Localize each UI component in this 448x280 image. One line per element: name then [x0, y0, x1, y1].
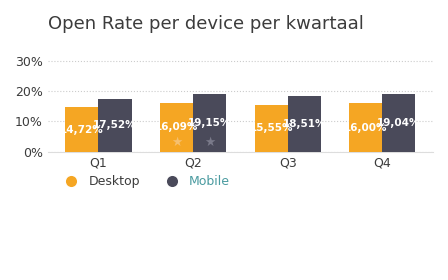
Text: ★: ★: [171, 136, 182, 149]
Text: 19,04%: 19,04%: [377, 118, 421, 128]
Bar: [349, 103, 382, 152]
Text: 14,72%: 14,72%: [60, 125, 103, 134]
Legend: Desktop, Mobile: Desktop, Mobile: [54, 170, 235, 193]
Text: Open Rate per device per kwartaal: Open Rate per device per kwartaal: [48, 15, 364, 33]
Text: 19,15%: 19,15%: [188, 118, 231, 128]
Text: ★: ★: [204, 136, 215, 149]
Text: 17,52%: 17,52%: [93, 120, 137, 130]
Text: 16,09%: 16,09%: [155, 122, 198, 132]
Bar: [193, 94, 226, 152]
Text: 18,51%: 18,51%: [283, 119, 326, 129]
Bar: [65, 107, 99, 152]
Bar: [160, 103, 193, 152]
Text: 15,55%: 15,55%: [250, 123, 293, 133]
Bar: [99, 99, 132, 152]
Bar: [254, 105, 288, 152]
Bar: [288, 96, 321, 152]
Bar: [382, 94, 415, 152]
Text: 16,00%: 16,00%: [344, 123, 388, 132]
